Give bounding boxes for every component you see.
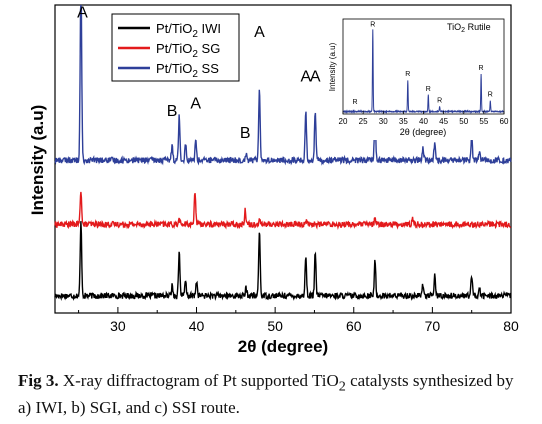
x-tick-label: 50 — [267, 318, 283, 334]
series-line-2 — [54, 4, 512, 166]
caption-text-part1: X-ray diffractogram of Pt supported TiO — [58, 371, 339, 390]
x-axis-title: 2θ (degree) — [238, 337, 328, 356]
inset-x-tick-label: 35 — [399, 117, 408, 126]
series-line-1 — [54, 191, 512, 230]
legend-label-sg: Pt/TiO2 SG — [156, 41, 220, 60]
inset-x-tick-label: 50 — [459, 117, 468, 126]
inset-x-tick-label: 60 — [500, 117, 509, 126]
series-line-0 — [54, 221, 512, 302]
legend: Pt/TiO2 IWI Pt/TiO2 SG Pt/TiO2 SS — [111, 13, 240, 82]
peak-label: A — [300, 68, 311, 85]
inset-peak-label: R — [426, 86, 431, 93]
x-tick-label: 60 — [346, 318, 362, 334]
inset-x-tick-group: 20 25 30 35 40 45 50 55 60 — [339, 111, 509, 126]
inset-x-tick-label: 30 — [379, 117, 388, 126]
inset-x-tick-label: 55 — [479, 117, 488, 126]
peak-label: A — [77, 4, 88, 21]
x-tick-label: 30 — [110, 318, 126, 334]
peak-label: A — [254, 24, 265, 41]
peak-label: B — [240, 125, 251, 142]
inset-peak-label: R — [488, 92, 493, 99]
inset-peak-label: R — [353, 99, 358, 106]
peak-label: B — [167, 103, 178, 120]
inset-y-axis-title: Intensity (a.u) — [328, 42, 337, 91]
main-series-group — [54, 4, 512, 302]
inset-peak-label: R — [405, 71, 410, 78]
inset-background — [324, 12, 510, 140]
caption-subscript: 2 — [338, 378, 346, 395]
caption-label: Fig 3. — [18, 371, 59, 390]
inset-x-tick-label: 40 — [419, 117, 428, 126]
inset-peak-label: R — [370, 21, 375, 28]
caption-text-part2: catalysts synthesized by a) IWI, b) SGI,… — [18, 371, 514, 418]
inset-peak-label: R — [437, 97, 442, 104]
inset-x-tick-label: 20 — [339, 117, 348, 126]
inset-peak-label: R — [479, 65, 484, 72]
inset-x-tick-label: 45 — [439, 117, 448, 126]
x-tick-group: 30 40 50 60 70 80 — [78, 307, 519, 334]
x-tick-label: 70 — [425, 318, 441, 334]
y-axis-title: Intensity (a.u) — [28, 105, 47, 216]
figure-caption: Fig 3. X-ray diffractogram of Pt support… — [18, 370, 528, 418]
peak-label: A — [310, 68, 321, 85]
inset-x-axis-title: 2θ (degree) — [400, 127, 447, 137]
inset-x-tick-label: 25 — [359, 117, 368, 126]
legend-label-ss: Pt/TiO2 SS — [156, 61, 219, 80]
x-tick-label: 40 — [189, 318, 205, 334]
inset-title: TiO2 Rutile — [447, 22, 491, 34]
x-tick-label: 80 — [503, 318, 519, 334]
legend-label-iwi: Pt/TiO2 IWI — [156, 21, 221, 40]
peak-label: A — [190, 95, 201, 112]
